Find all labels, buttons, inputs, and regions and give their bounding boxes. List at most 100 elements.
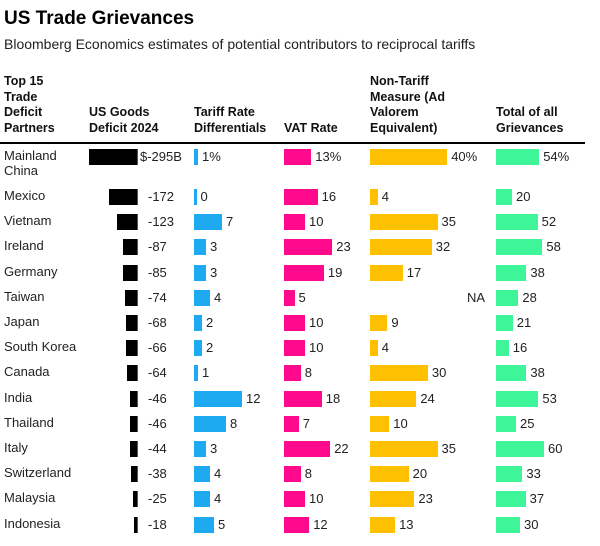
deficit-bar bbox=[124, 289, 138, 306]
total-label: 53 bbox=[542, 390, 557, 406]
tariff-bar bbox=[194, 441, 206, 457]
ntm-label: 32 bbox=[435, 239, 451, 255]
tariff-label: 5 bbox=[218, 516, 226, 532]
total-label: 58 bbox=[546, 239, 561, 255]
chart-title: US Trade Grievances bbox=[4, 8, 195, 29]
vat-label: 10 bbox=[309, 315, 324, 330]
ntm-bar bbox=[370, 214, 438, 231]
vat-label: 10 bbox=[309, 340, 324, 356]
vat-bar bbox=[284, 516, 310, 533]
deficit-bar bbox=[132, 491, 138, 508]
total-label: 38 bbox=[530, 264, 545, 280]
ntm-label: NA bbox=[466, 289, 485, 305]
deficit-label: -18 bbox=[148, 516, 167, 532]
total-bar bbox=[496, 289, 519, 306]
deficit-label: -38 bbox=[148, 466, 167, 482]
ntm-bar bbox=[370, 466, 409, 483]
total-label: 25 bbox=[520, 415, 535, 431]
header-tariff: Tariff Rate Differentials bbox=[194, 105, 267, 135]
deficit-bar bbox=[125, 315, 138, 331]
total-bar bbox=[496, 466, 523, 483]
header-total: Total of all Grievances bbox=[496, 105, 564, 135]
vat-bar bbox=[284, 289, 295, 306]
ntm-label: 17 bbox=[406, 264, 422, 280]
vat-label: 16 bbox=[321, 189, 337, 204]
tariff-bar bbox=[194, 491, 210, 508]
vat-bar bbox=[284, 149, 312, 165]
vat-label: 7 bbox=[302, 415, 310, 431]
total-bar bbox=[496, 390, 539, 407]
tariff-label: 8 bbox=[230, 415, 238, 431]
total-bar bbox=[496, 189, 512, 205]
deficit-label: -172 bbox=[148, 189, 175, 204]
deficit-label: -46 bbox=[148, 415, 167, 431]
vat-label: 5 bbox=[298, 289, 306, 305]
tariff-label: 4 bbox=[214, 491, 222, 507]
vat-label: 8 bbox=[304, 365, 313, 381]
tariff-label: 1 bbox=[202, 365, 210, 381]
tariff-bar bbox=[194, 390, 242, 407]
ntm-bar bbox=[370, 340, 378, 357]
partner-label: Vietnam bbox=[4, 213, 52, 229]
vat-label: 19 bbox=[327, 264, 343, 280]
vat-label: 23 bbox=[336, 239, 351, 255]
tariff-label: 4 bbox=[214, 289, 222, 305]
deficit-label: -74 bbox=[148, 289, 167, 305]
deficit-label: -64 bbox=[148, 365, 167, 381]
ntm-label: 4 bbox=[381, 189, 389, 204]
tariff-bar bbox=[194, 415, 226, 432]
deficit-bar bbox=[122, 239, 138, 256]
vat-label: 10 bbox=[309, 214, 324, 230]
vat-bar bbox=[284, 239, 333, 256]
ntm-label: 40% bbox=[451, 149, 478, 164]
tariff-bar bbox=[194, 264, 206, 281]
deficit-label: $-295B bbox=[140, 149, 182, 164]
total-bar bbox=[496, 340, 509, 357]
ntm-label: 9 bbox=[391, 315, 399, 330]
partner-label: South Korea bbox=[4, 339, 77, 355]
deficit-label: -85 bbox=[148, 264, 167, 280]
deficit-label: -25 bbox=[148, 491, 167, 507]
vat-label: 8 bbox=[304, 466, 313, 482]
tariff-label: 3 bbox=[210, 264, 218, 280]
total-label: 16 bbox=[512, 340, 528, 356]
tariff-label: 0 bbox=[200, 189, 208, 204]
total-label: 30 bbox=[524, 516, 539, 532]
ntm-bar bbox=[370, 315, 388, 331]
deficit-bar bbox=[129, 390, 138, 407]
partner-label: Malaysia bbox=[4, 490, 56, 506]
tariff-bar bbox=[194, 289, 210, 306]
partner-label: India bbox=[4, 389, 33, 405]
partner-label: Mexico bbox=[4, 188, 46, 203]
deficit-bar bbox=[108, 189, 138, 205]
ntm-label: 30 bbox=[431, 365, 447, 381]
ntm-label: 4 bbox=[381, 340, 389, 356]
partner-label: Japan bbox=[4, 314, 40, 329]
deficit-bar bbox=[126, 340, 138, 357]
tariff-label: 3 bbox=[210, 441, 218, 456]
partner-label: Germany bbox=[4, 263, 58, 279]
vat-label: 12 bbox=[313, 516, 328, 532]
total-label: 60 bbox=[548, 441, 563, 456]
total-bar bbox=[496, 365, 527, 382]
total-label: 54% bbox=[543, 149, 570, 164]
header-vat: VAT Rate bbox=[284, 120, 338, 135]
ntm-label: 10 bbox=[393, 415, 408, 431]
vat-label: 22 bbox=[334, 441, 349, 456]
vat-bar bbox=[284, 315, 305, 331]
partner-label: Italy bbox=[4, 440, 28, 455]
header-partner: Top 15 Trade Deficit Partners bbox=[4, 74, 55, 135]
partner-label: Switzerland bbox=[4, 465, 72, 481]
total-bar bbox=[496, 491, 526, 508]
deficit-label: -87 bbox=[148, 239, 167, 255]
total-bar bbox=[496, 214, 538, 231]
deficit-label: -46 bbox=[148, 390, 167, 406]
ntm-label: 35 bbox=[441, 214, 457, 230]
deficit-bar bbox=[129, 441, 138, 457]
deficit-bar bbox=[123, 264, 138, 281]
total-label: 20 bbox=[516, 189, 531, 204]
ntm-bar bbox=[370, 189, 378, 205]
ntm-bar bbox=[370, 239, 432, 256]
tariff-label: 7 bbox=[226, 214, 234, 230]
